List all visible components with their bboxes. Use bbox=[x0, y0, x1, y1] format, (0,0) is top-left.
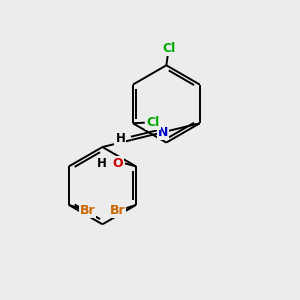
Text: N: N bbox=[158, 126, 168, 139]
Text: Cl: Cl bbox=[162, 42, 175, 55]
Text: H: H bbox=[97, 157, 107, 170]
Text: Br: Br bbox=[80, 204, 95, 218]
Text: Cl: Cl bbox=[146, 116, 160, 129]
Text: Br: Br bbox=[110, 204, 125, 218]
Text: H: H bbox=[116, 132, 125, 145]
Text: O: O bbox=[112, 157, 123, 170]
